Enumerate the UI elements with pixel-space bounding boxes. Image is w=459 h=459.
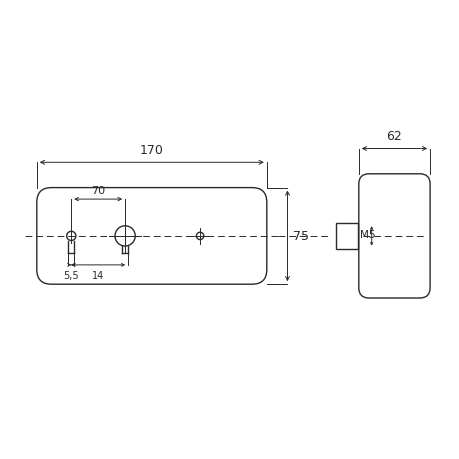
Text: 75: 75 [293,230,309,243]
Text: 170: 170 [140,144,163,157]
Text: 14: 14 [92,271,104,281]
Text: 62: 62 [386,130,402,143]
Text: 70: 70 [91,185,105,195]
Text: 5,5: 5,5 [63,271,79,281]
Bar [335,224,357,249]
Text: M5: M5 [359,229,375,239]
